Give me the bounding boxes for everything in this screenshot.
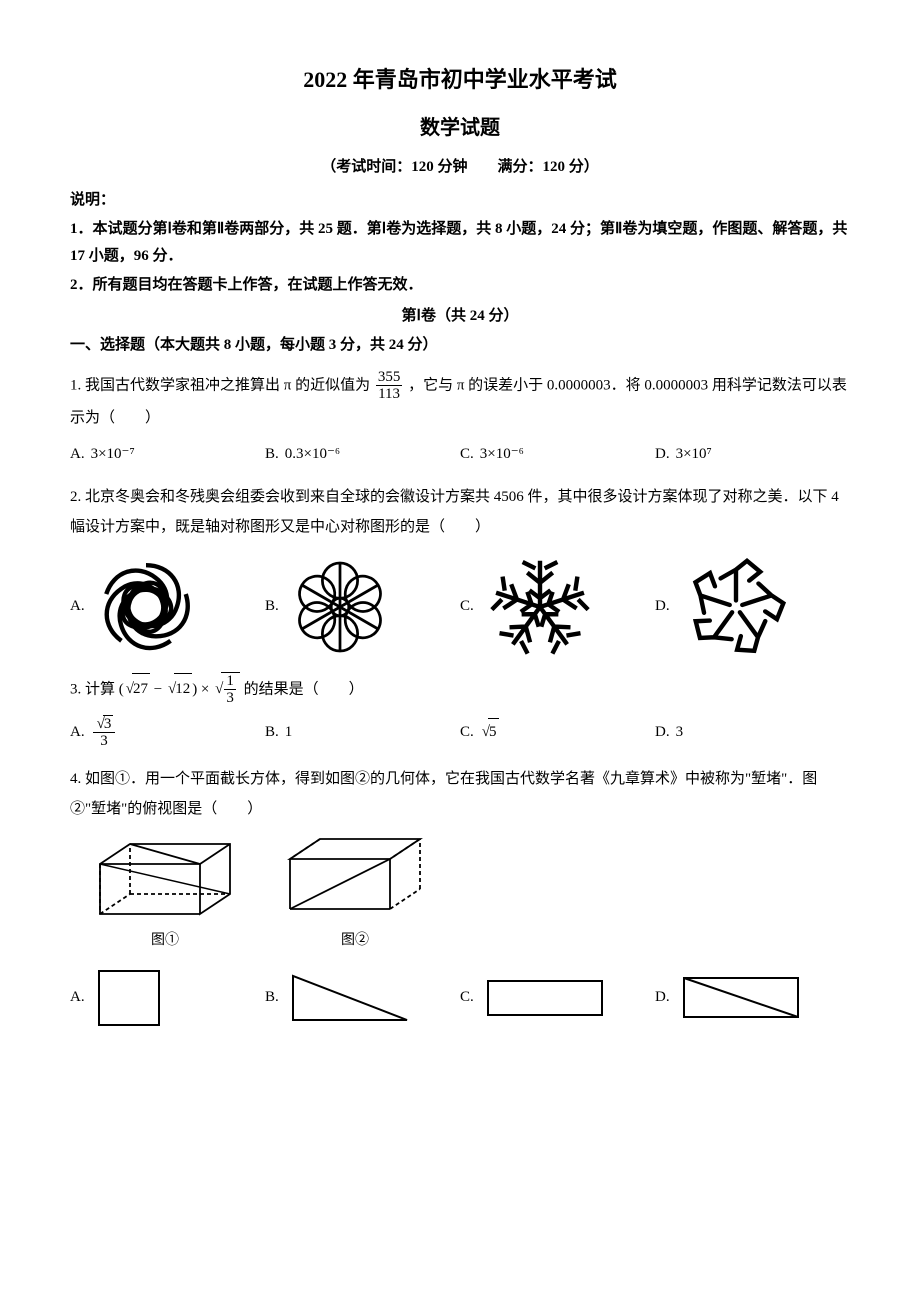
q3-opt-c: C. 5 [460, 718, 655, 746]
sqrt-3: 3 [97, 715, 114, 733]
q3-optA-den: 3 [93, 733, 116, 750]
q2-opt-c: C. [460, 552, 655, 662]
opt-label: B. [265, 984, 279, 1011]
prism-icon [280, 834, 430, 924]
q3-optA-frac: 3 3 [93, 715, 116, 750]
fig2-wrap: 图② [280, 834, 430, 953]
q1-frac-den: 113 [376, 386, 403, 403]
rectangle-icon [480, 973, 610, 1023]
square-icon [91, 963, 171, 1033]
q3-text-a: 3. 计算 ( [70, 681, 124, 697]
q3-optD-val: 3 [676, 719, 684, 746]
question-1: 1. 我国古代数学家祖冲之推算出 π 的近似值为 355 113 ，它与 π 的… [70, 369, 850, 433]
title-sub: 数学试题 [70, 110, 850, 146]
opt-label: D. [655, 593, 670, 620]
q2-opt-d: D. [655, 552, 850, 662]
q1-opt-b-val: 0.3×10⁻⁶ [285, 441, 340, 468]
opt-label: B. [265, 719, 279, 746]
q2-options: A. B. [70, 552, 850, 662]
q1-opt-a: A.3×10⁻⁷ [70, 441, 265, 468]
q4-options: A. B. C. D. [70, 963, 850, 1033]
q4-opt-c: C. [460, 973, 655, 1023]
sqrt-5: 5 [482, 718, 499, 746]
exam-info: （考试时间：120 分钟 满分：120 分） [70, 154, 850, 181]
q2-opt-b: B. [265, 552, 460, 662]
flower-icon [285, 552, 395, 662]
instructions-head: 说明： [70, 187, 850, 214]
q4-opt-b: B. [265, 968, 460, 1028]
title-main: 2022 年青岛市初中学业水平考试 [70, 60, 850, 100]
opt-label: C. [460, 441, 474, 468]
q1-fraction: 355 113 [376, 369, 403, 403]
q1-opt-d: D.3×10⁷ [655, 441, 850, 468]
q3-text-b: ) × [192, 681, 213, 697]
rad-12: 12 [174, 673, 192, 704]
rad-3: 3 [103, 715, 114, 733]
q3-optA-num: 3 [93, 715, 116, 734]
q1-opt-b: B.0.3×10⁻⁶ [265, 441, 460, 468]
q4-figures: 图① 图② [90, 834, 850, 953]
opt-label: C. [460, 593, 474, 620]
question-2: 2. 北京冬奥会和冬残奥会组委会收到来自全球的会徽设计方案共 4506 件，其中… [70, 482, 850, 542]
snowflake-icon [480, 552, 600, 662]
rad-frac: 13 [221, 672, 240, 707]
fig2-label: 图② [280, 928, 430, 953]
section-head: 一、选择题（本大题共 8 小题，每小题 3 分，共 24 分） [70, 332, 850, 359]
triangle-lb-icon [285, 968, 415, 1028]
opt-label: D. [655, 441, 670, 468]
q1-opt-a-val: 3×10⁻⁷ [91, 441, 135, 468]
q3-options: A. 3 3 B.1 C.5 D.3 [70, 715, 850, 750]
sqrt-27: 27 [126, 673, 150, 704]
q4-opt-a: A. [70, 963, 265, 1033]
opt-label: A. [70, 984, 85, 1011]
opt-label: A. [70, 593, 85, 620]
fig1-wrap: 图① [90, 834, 240, 953]
q1-options: A.3×10⁻⁷ B.0.3×10⁻⁶ C.3×10⁻⁶ D.3×10⁷ [70, 441, 850, 468]
instruction-2: 2．所有题目均在答题卡上作答，在试题上作答无效． [70, 272, 850, 299]
q2-opt-a: A. [70, 552, 265, 662]
q1-opt-c: C.3×10⁻⁶ [460, 441, 655, 468]
opt-label: A. [70, 441, 85, 468]
opt-label: D. [655, 719, 670, 746]
opt-label: D. [655, 984, 670, 1011]
section-part1: 第Ⅰ卷（共 24 分） [70, 303, 850, 330]
q4-opt-d: D. [655, 970, 850, 1025]
q3-opt-b: B.1 [265, 719, 460, 746]
question-4: 4. 如图①．用一个平面截长方体，得到如图②的几何体，它在我国古代数学名著《九章… [70, 764, 850, 824]
q3-frac-num: 1 [224, 673, 236, 691]
opt-label: C. [460, 984, 474, 1011]
opt-label: A. [70, 719, 85, 746]
sqrt-12: 12 [168, 673, 192, 704]
q3-optB-val: 1 [285, 719, 293, 746]
fig1-label: 图① [90, 928, 240, 953]
opt-label: C. [460, 719, 474, 746]
q3-minus: − [150, 681, 166, 697]
q1-opt-d-val: 3×10⁷ [676, 441, 712, 468]
question-3: 3. 计算 ( 27 − 12) × 13 的结果是（ ） [70, 672, 850, 707]
opt-label: B. [265, 593, 279, 620]
cuboid-icon [90, 834, 240, 924]
q3-opt-d: D.3 [655, 719, 850, 746]
rect-diag-icon [676, 970, 806, 1025]
q3-text-c: 的结果是（ ） [240, 681, 364, 697]
q3-frac-den: 3 [224, 690, 236, 707]
q1-text-a: 1. 我国古代数学家祖冲之推算出 π 的近似值为 [70, 377, 370, 393]
q3-opt-a: A. 3 3 [70, 715, 265, 750]
rad-27: 27 [132, 673, 150, 704]
rad-5: 5 [488, 718, 499, 746]
sqrt-frac: 13 [215, 672, 240, 707]
q3-frac: 13 [224, 673, 236, 707]
q1-frac-num: 355 [376, 369, 403, 387]
instruction-1: 1．本试题分第Ⅰ卷和第Ⅱ卷两部分，共 25 题．第Ⅰ卷为选择题，共 8 小题，2… [70, 216, 850, 270]
pinwheel-icon [676, 552, 796, 662]
knot-icon [91, 552, 201, 662]
q1-opt-c-val: 3×10⁻⁶ [480, 441, 524, 468]
opt-label: B. [265, 441, 279, 468]
